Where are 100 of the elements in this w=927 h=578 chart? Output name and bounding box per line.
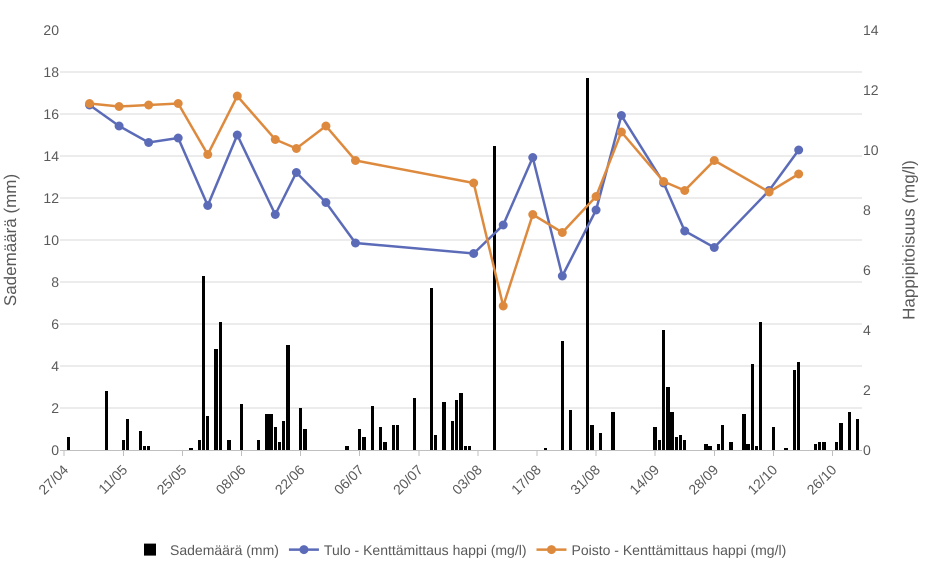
y2-tick-label: 2 xyxy=(863,382,871,398)
point xyxy=(292,168,301,177)
bar xyxy=(569,410,572,450)
y2-tick-label: 12 xyxy=(863,82,879,98)
bar xyxy=(396,425,399,450)
bar xyxy=(611,412,615,450)
point xyxy=(794,146,804,154)
point xyxy=(114,122,124,130)
y-tick-label: 12 xyxy=(43,190,60,206)
bar xyxy=(493,146,496,450)
point xyxy=(270,135,280,144)
bar xyxy=(257,440,260,450)
bar xyxy=(848,412,851,450)
bar xyxy=(797,362,800,450)
y-tick-label: 2 xyxy=(51,400,60,416)
point xyxy=(469,178,478,188)
point xyxy=(680,226,690,236)
point xyxy=(528,153,538,162)
point xyxy=(710,243,719,252)
bar xyxy=(430,288,433,450)
y-tick-label: 18 xyxy=(43,64,60,80)
point xyxy=(350,156,360,165)
point xyxy=(592,206,601,214)
bar xyxy=(822,442,826,450)
bar xyxy=(704,444,708,450)
bar xyxy=(468,446,471,450)
point xyxy=(558,228,567,237)
bar xyxy=(269,414,273,450)
bar xyxy=(442,402,446,450)
bar xyxy=(759,322,762,450)
point xyxy=(350,238,360,248)
point xyxy=(144,100,154,110)
point xyxy=(232,130,242,140)
bar xyxy=(459,393,463,450)
point xyxy=(498,220,508,230)
y-tick-label: 16 xyxy=(43,106,60,122)
bar xyxy=(286,345,290,450)
bar xyxy=(105,391,108,450)
bar xyxy=(371,406,374,450)
point xyxy=(498,302,508,310)
bar xyxy=(721,425,724,450)
bar xyxy=(265,414,269,450)
bar xyxy=(814,444,817,450)
legend-label: Tulo - Kenttämittaus happi (mg/l) xyxy=(324,542,526,558)
y2-tick-label: 14 xyxy=(863,22,879,38)
bar xyxy=(742,414,746,450)
y-tick-label: 8 xyxy=(51,274,60,290)
y-tick-label: 6 xyxy=(51,316,60,332)
legend-label: Poisto - Kenttämittaus happi (mg/l) xyxy=(571,542,786,558)
point xyxy=(710,156,719,165)
bar xyxy=(599,433,602,450)
point xyxy=(616,111,626,120)
point xyxy=(321,198,330,207)
point xyxy=(558,272,567,280)
point xyxy=(174,99,183,108)
point xyxy=(616,128,626,136)
bar xyxy=(839,423,843,450)
y-tick-label: 20 xyxy=(43,22,60,38)
bar xyxy=(679,435,682,450)
point xyxy=(232,92,242,100)
point xyxy=(680,186,690,195)
point xyxy=(321,122,330,130)
point xyxy=(270,210,280,219)
bar xyxy=(729,442,733,450)
y-tick-label: 10 xyxy=(43,232,60,248)
y2-axis-title: Happipitoisuus (mg/l) xyxy=(900,160,918,320)
bar xyxy=(345,446,349,450)
bar xyxy=(653,427,657,450)
point xyxy=(292,144,301,153)
legend-label: Sademäärä (mm) xyxy=(170,542,279,558)
bar xyxy=(139,431,142,450)
point xyxy=(203,150,212,159)
bar xyxy=(413,398,416,450)
bar xyxy=(708,446,712,450)
bar xyxy=(67,437,70,450)
point xyxy=(114,102,124,111)
bar xyxy=(202,276,205,450)
bar xyxy=(227,440,231,450)
bar xyxy=(772,427,775,450)
bar xyxy=(392,425,395,450)
y2-tick-label: 10 xyxy=(863,142,879,158)
point xyxy=(174,134,183,142)
bar xyxy=(561,341,564,450)
bar xyxy=(240,404,243,450)
point xyxy=(528,210,538,219)
y-axis-title: Sademäärä (mm) xyxy=(1,174,20,306)
point xyxy=(794,170,804,178)
y2-tick-label: 6 xyxy=(863,262,871,278)
point xyxy=(469,249,478,258)
bar xyxy=(856,419,859,450)
y-tick-label: 4 xyxy=(51,358,60,374)
y2-tick-label: 8 xyxy=(863,202,871,218)
y-tick-label: 14 xyxy=(43,148,60,164)
bar xyxy=(147,446,150,450)
y2-tick-label: 0 xyxy=(863,442,871,458)
point xyxy=(144,138,154,147)
bar xyxy=(126,419,129,450)
y2-tick-label: 4 xyxy=(863,322,871,338)
point xyxy=(203,201,212,210)
point xyxy=(592,192,601,201)
